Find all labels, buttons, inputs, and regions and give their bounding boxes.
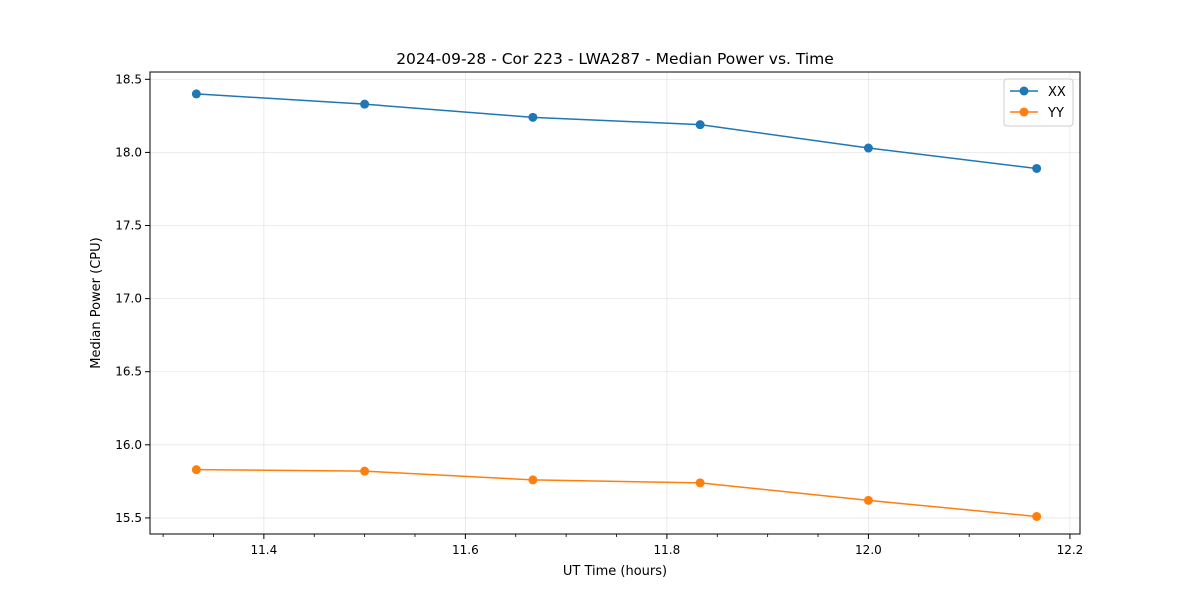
- y-tick-label: 18.5: [115, 72, 142, 86]
- legend-label-yy: YY: [1047, 106, 1064, 121]
- data-point-yy: [360, 466, 370, 476]
- x-axis-title: UT Time (hours): [563, 564, 667, 579]
- grid: [150, 72, 1080, 534]
- x-tick-label: 12.2: [1057, 543, 1084, 557]
- legend-marker-xx: [1019, 86, 1029, 96]
- data-point-xx: [863, 143, 873, 153]
- data-point-yy: [863, 495, 873, 505]
- data-point-xx: [360, 99, 370, 109]
- series-line-yy: [196, 468, 1037, 518]
- y-tick-label: 16.5: [115, 365, 142, 379]
- legend: XX YY: [1003, 78, 1074, 127]
- plot-frame: [149, 71, 1081, 535]
- data-point-xx: [528, 112, 538, 122]
- data-point-yy: [528, 475, 538, 485]
- data-point-yy: [191, 465, 201, 475]
- y-tick-label: 16.0: [115, 438, 142, 452]
- legend-marker-yy: [1019, 107, 1029, 117]
- series-line-xx: [196, 93, 1037, 170]
- data-point-yy: [695, 478, 705, 488]
- series-layer: [191, 89, 1042, 521]
- x-tick-label: 12.0: [855, 543, 882, 557]
- y-tick-label: 17.5: [115, 219, 142, 233]
- y-tick-label: 18.0: [115, 145, 142, 159]
- chart-title: 2024-09-28 - Cor 223 - LWA287 - Median P…: [396, 50, 834, 68]
- y-tick-label: 15.5: [115, 511, 142, 525]
- data-point-xx: [695, 120, 705, 130]
- x-tick-label: 11.8: [654, 543, 681, 557]
- y-axis-title: Median Power (CPU): [89, 237, 104, 368]
- data-point-xx: [191, 89, 201, 99]
- legend-label-xx: XX: [1048, 85, 1066, 100]
- data-point-xx: [1032, 163, 1042, 173]
- x-tick-label: 11.6: [452, 543, 479, 557]
- data-point-yy: [1032, 511, 1042, 521]
- axes: 11.4 11.6 11.8 12.0 12.2 15.5 16.0 16.5 17.0 17.5…: [115, 72, 1083, 557]
- y-tick-label: 17.0: [115, 292, 142, 306]
- x-tick-label: 11.4: [250, 543, 277, 557]
